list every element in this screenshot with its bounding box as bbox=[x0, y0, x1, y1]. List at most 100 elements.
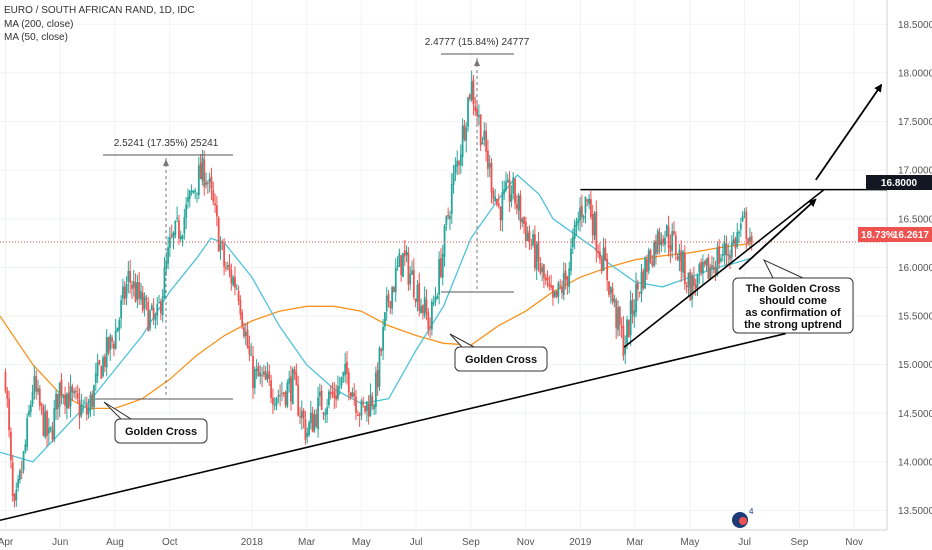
price-tick-label: 16.0000 bbox=[898, 263, 932, 274]
candle-body bbox=[326, 407, 328, 415]
ma200-line bbox=[0, 242, 753, 410]
candle-body bbox=[703, 261, 706, 265]
candle-body bbox=[745, 211, 748, 239]
candle-body bbox=[443, 225, 446, 257]
candle-body bbox=[291, 369, 294, 405]
measure-2-label: 2.4777 (15.84%) 24777 bbox=[425, 37, 530, 48]
candle-body bbox=[109, 335, 112, 351]
candle-body bbox=[553, 291, 556, 297]
candle-body bbox=[477, 114, 480, 118]
candle-body bbox=[631, 299, 634, 315]
candle-body bbox=[658, 232, 661, 245]
time-tick-label: Oct bbox=[162, 537, 178, 548]
candle-body bbox=[676, 256, 679, 259]
golden-cross-callout-1[interactable]: Golden Cross bbox=[103, 401, 208, 444]
explanation-callout[interactable]: The Golden Cross should come as confirma… bbox=[732, 258, 854, 334]
candle-body bbox=[748, 237, 751, 242]
candle-body bbox=[566, 276, 569, 286]
measure-annotation-2[interactable]: 2.4777 (15.84%) 24777 bbox=[425, 37, 530, 293]
candle-body bbox=[91, 393, 94, 407]
candle-body bbox=[6, 390, 9, 399]
candle-body bbox=[349, 392, 352, 397]
candle-body bbox=[385, 295, 388, 312]
candle-body bbox=[575, 221, 578, 227]
candle-body bbox=[580, 205, 583, 217]
candle-body bbox=[132, 281, 135, 288]
candle-body bbox=[328, 391, 330, 406]
time-axis[interactable]: Apr Jun Aug Oct 2018 Mar May Jul Sep Nov 2019 Mar Ma… bbox=[0, 537, 863, 548]
candle-body bbox=[55, 393, 57, 410]
candle-body bbox=[111, 337, 113, 342]
candle-body bbox=[380, 349, 383, 352]
candle-body bbox=[80, 404, 83, 416]
candle-body bbox=[46, 411, 48, 436]
candle-body bbox=[20, 471, 23, 473]
candle-body bbox=[163, 267, 166, 298]
candle-body bbox=[707, 257, 710, 279]
candle-body bbox=[400, 255, 403, 276]
candle-body bbox=[472, 79, 475, 104]
golden-cross-callout-2[interactable]: Golden Cross bbox=[449, 333, 548, 372]
candle-body bbox=[485, 130, 487, 152]
candle-body bbox=[158, 301, 160, 303]
candle-body bbox=[627, 320, 630, 338]
candle-body bbox=[237, 291, 240, 301]
candle-body bbox=[329, 392, 332, 395]
candle-body bbox=[172, 232, 175, 239]
candle-body bbox=[411, 270, 413, 275]
candle-body bbox=[62, 396, 65, 398]
candle-body bbox=[138, 282, 141, 299]
candle-body bbox=[649, 249, 652, 263]
broker-logo-icon: 4 bbox=[732, 507, 754, 528]
candle-body bbox=[626, 319, 628, 345]
time-tick-label: May bbox=[352, 537, 371, 548]
candle-body bbox=[320, 390, 323, 411]
candle-body bbox=[131, 284, 133, 289]
candle-body bbox=[308, 422, 310, 435]
candle-body bbox=[53, 407, 56, 440]
candle-body bbox=[524, 221, 527, 241]
candle-body bbox=[69, 386, 72, 407]
candle-body bbox=[552, 285, 554, 298]
candle-body bbox=[685, 285, 688, 288]
time-tick-label: Jun bbox=[52, 537, 68, 548]
candle-body bbox=[503, 189, 506, 194]
candle-body bbox=[705, 258, 708, 266]
candle-body bbox=[741, 215, 744, 221]
candle-body bbox=[384, 312, 386, 327]
candle-body bbox=[519, 195, 522, 222]
candle-body bbox=[187, 196, 189, 202]
candle-body bbox=[692, 277, 695, 286]
grid-lines bbox=[0, 0, 887, 530]
price-axis[interactable]: 18.5000 18.0000 17.5000 17.0000 16.5000 16.00… bbox=[898, 20, 932, 517]
candle-body bbox=[4, 371, 7, 391]
candle-body bbox=[261, 375, 263, 377]
candle-body bbox=[644, 257, 647, 289]
candle-body bbox=[248, 345, 251, 355]
candle-body bbox=[143, 296, 146, 309]
candle-body bbox=[37, 387, 39, 393]
trendlines-layer bbox=[0, 83, 887, 522]
candle-body bbox=[347, 372, 350, 393]
candle-body bbox=[279, 394, 282, 396]
measure-annotation-1[interactable]: 2.5241 (17.35%) 25241 bbox=[95, 138, 233, 400]
candle-body bbox=[449, 215, 451, 220]
candle-body bbox=[112, 343, 115, 349]
candle-body bbox=[134, 282, 137, 302]
candle-body bbox=[640, 272, 643, 294]
golden-cross-2-box bbox=[454, 346, 548, 372]
candle-body bbox=[613, 298, 616, 303]
candle-body bbox=[176, 217, 179, 219]
candle-body bbox=[197, 165, 200, 196]
candle-body bbox=[398, 252, 401, 267]
candle-body bbox=[718, 246, 721, 264]
candle-body bbox=[432, 302, 435, 304]
candle-body bbox=[230, 270, 233, 284]
candle-body bbox=[369, 394, 372, 417]
candle-body bbox=[711, 265, 713, 269]
candle-body bbox=[407, 252, 410, 285]
candle-body bbox=[116, 327, 119, 332]
candle-body bbox=[129, 271, 132, 283]
candle-body bbox=[487, 150, 489, 170]
